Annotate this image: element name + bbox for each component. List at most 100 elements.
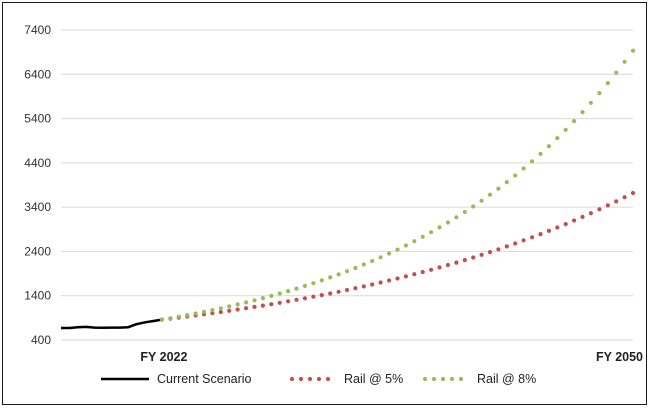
series-point — [302, 296, 307, 301]
series-point — [563, 222, 568, 227]
series-point — [546, 144, 552, 149]
series-point — [244, 306, 249, 311]
y-tick-label: 3400 — [24, 200, 51, 214]
series-point — [530, 159, 535, 164]
y-tick-label: 400 — [31, 333, 51, 347]
series-point — [395, 247, 400, 252]
series-point — [168, 316, 173, 321]
series-point — [445, 220, 450, 225]
series-point — [235, 302, 240, 307]
y-tick-label: 6400 — [24, 67, 51, 81]
series-point — [328, 275, 333, 280]
series-point — [336, 272, 341, 277]
y-tick-label: 2400 — [24, 244, 51, 258]
series-point — [538, 151, 543, 156]
series-point — [605, 203, 610, 208]
series-point — [210, 308, 215, 313]
series-point — [336, 289, 341, 294]
series-point — [513, 173, 518, 178]
series-point — [479, 252, 484, 257]
series-point — [622, 59, 627, 64]
series-point — [429, 230, 434, 235]
series-point — [252, 304, 257, 309]
series-point — [269, 293, 274, 298]
series-line-current-scenario — [61, 318, 163, 330]
series-group — [61, 48, 636, 330]
series-point — [319, 293, 324, 298]
series-point — [588, 211, 594, 216]
series-point — [193, 311, 198, 316]
series-point — [361, 262, 366, 267]
series-point — [630, 190, 636, 196]
legend-swatch-dot — [325, 376, 331, 382]
series-point — [311, 294, 316, 299]
series-point — [176, 314, 181, 319]
series-point — [311, 281, 316, 286]
series-point — [294, 286, 299, 291]
legend-swatch-dot — [307, 376, 313, 382]
series-point — [538, 232, 543, 237]
series-point — [588, 100, 594, 105]
series-point — [630, 48, 636, 53]
legend-swatch-dot — [440, 376, 446, 382]
series-point — [572, 119, 577, 124]
series-point — [269, 302, 274, 307]
series-point — [395, 276, 400, 281]
legend-swatch-dot — [422, 376, 428, 382]
legend-label: Rail @ 8% — [477, 372, 536, 386]
legend-swatch-dot — [449, 376, 455, 382]
series-point — [227, 304, 232, 309]
series-point — [471, 204, 476, 209]
series-point — [530, 235, 535, 240]
series-point — [286, 289, 291, 294]
series-point — [403, 243, 408, 248]
series-point — [302, 283, 307, 288]
series-point — [378, 280, 383, 285]
series-point — [462, 258, 467, 263]
series-point — [546, 228, 552, 233]
series-point — [260, 296, 265, 301]
series-point — [201, 309, 207, 314]
series-point — [319, 278, 324, 283]
series-point — [412, 239, 417, 244]
series-point — [555, 225, 560, 230]
series-point — [580, 214, 585, 219]
series-point — [420, 234, 425, 239]
series-point — [597, 207, 602, 212]
series-point — [420, 269, 425, 275]
series-point — [572, 218, 577, 223]
legend-swatch-dot — [458, 376, 464, 382]
series-point — [521, 166, 526, 171]
series-point — [504, 244, 509, 249]
series-point — [210, 311, 215, 316]
series-point — [185, 313, 190, 318]
series-point — [437, 225, 442, 230]
series-point — [227, 308, 232, 313]
series-point — [277, 300, 282, 305]
series-point — [504, 180, 509, 185]
series-point — [370, 258, 375, 264]
series-point — [479, 198, 484, 203]
series-point — [487, 192, 493, 197]
series-point — [328, 291, 333, 296]
series-point — [496, 247, 501, 252]
series-point — [454, 215, 459, 220]
series-point — [344, 287, 350, 293]
series-point — [580, 110, 585, 115]
y-tick-label: 5400 — [24, 112, 51, 126]
series-point — [412, 272, 417, 277]
y-tick-label: 7400 — [24, 23, 51, 37]
chart-frame: 400 1400 2400 3400 4400 5400 6400 7400 FY 2022 F… — [2, 2, 647, 405]
series-point — [378, 255, 383, 260]
series-point — [361, 284, 366, 289]
x-tick-label: FY 2050 — [596, 350, 643, 364]
series-point — [277, 291, 282, 296]
series-point — [286, 299, 291, 304]
legend-swatch-dot — [298, 376, 304, 382]
series-point — [462, 209, 467, 215]
x-axis-ticks: FY 2022 FY 2050 — [140, 350, 643, 364]
series-point — [597, 91, 602, 96]
series-point — [235, 307, 240, 312]
x-tick-label: FY 2022 — [140, 350, 187, 364]
